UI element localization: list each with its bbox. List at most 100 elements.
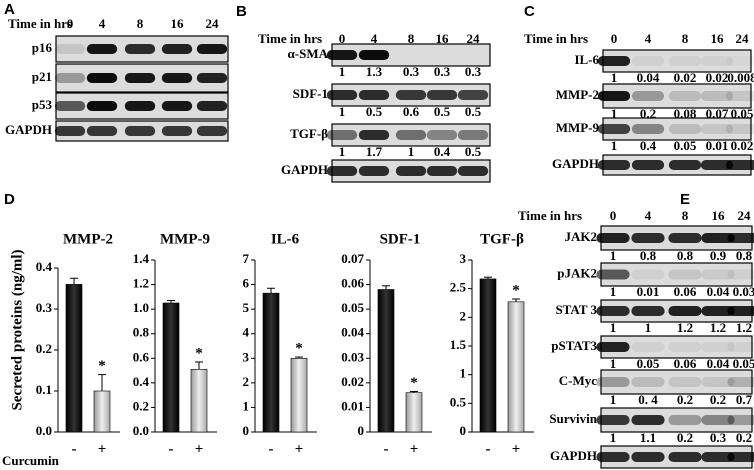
y-tick-label: 4	[243, 325, 250, 340]
y-tick-label: 0.06	[341, 276, 364, 291]
row-label: GAPDH	[281, 162, 328, 177]
band	[196, 101, 228, 111]
time-point: 16	[171, 16, 185, 31]
band	[597, 91, 631, 101]
band	[597, 56, 631, 66]
band	[597, 124, 631, 134]
time-point: 8	[682, 208, 689, 223]
time-point: 8	[137, 16, 144, 31]
y-tick-label: 1.0	[133, 300, 149, 315]
band	[326, 166, 358, 176]
quantification: 1	[610, 430, 617, 445]
quantification: 0.06	[674, 356, 697, 371]
band	[457, 90, 489, 100]
band	[631, 269, 665, 280]
band	[727, 342, 754, 352]
band	[161, 101, 193, 111]
quantification: 0.008	[727, 70, 754, 85]
band	[124, 126, 156, 136]
quantification: 0.01	[706, 138, 729, 153]
band	[426, 90, 458, 100]
chart-title: MMP-2	[63, 231, 113, 247]
x-axis-label: Curcumin	[2, 453, 60, 468]
time-point: 4	[645, 31, 652, 46]
quantification: 1	[610, 392, 617, 407]
time-point: 4	[371, 31, 378, 46]
bar	[93, 390, 111, 433]
y-tick-label: 6	[243, 276, 250, 291]
y-tick-label: 0.05	[341, 300, 364, 315]
row-label: GAPDH	[5, 122, 52, 137]
band	[631, 306, 665, 316]
band	[358, 130, 390, 140]
band	[326, 90, 358, 100]
band	[668, 415, 702, 425]
category-label: -	[269, 441, 274, 457]
quantification: 0.2	[736, 430, 752, 445]
row-label: C-Myc	[559, 373, 597, 388]
band	[596, 269, 630, 280]
y-tick-label: 2	[460, 308, 467, 323]
band	[631, 91, 665, 101]
quantification: 1	[339, 104, 346, 119]
band	[668, 342, 702, 352]
panel-label: A	[4, 1, 15, 18]
row-label: SDF-1	[293, 86, 328, 101]
band	[631, 124, 665, 134]
band	[700, 124, 734, 134]
band	[631, 377, 665, 387]
row-label: pJAK2	[557, 265, 597, 280]
row-label: MMP-2	[556, 87, 599, 102]
band	[668, 377, 702, 387]
band	[86, 73, 118, 83]
quantification: 0.04	[637, 70, 660, 85]
panel-label: C	[524, 3, 535, 20]
y-tick-label: 0.07	[341, 251, 364, 266]
band	[668, 452, 702, 462]
time-point: 16	[711, 31, 725, 46]
quantification: 0.05	[674, 138, 697, 153]
significance: *	[512, 282, 520, 298]
chart-title: TGF-β	[480, 231, 524, 247]
band	[86, 126, 118, 136]
band	[701, 452, 735, 462]
band	[596, 233, 630, 243]
category-label: -	[72, 441, 77, 457]
quantification: 0.5	[465, 144, 482, 159]
quantification: 0.03	[733, 284, 754, 299]
band	[725, 91, 754, 101]
category-label: +	[512, 441, 521, 457]
quantification: 1	[610, 248, 617, 263]
band	[54, 73, 86, 83]
y-tick-label: 1.2	[133, 276, 149, 291]
quantification: 1	[610, 284, 617, 299]
quantification: 0.2	[640, 106, 656, 121]
significance: *	[98, 358, 106, 374]
time-label: Time in hrs	[518, 208, 582, 223]
time-point: 0	[67, 16, 74, 31]
significance: *	[410, 375, 418, 391]
band	[700, 56, 734, 66]
row-label: IL-6	[574, 52, 599, 67]
band	[395, 166, 427, 176]
y-tick-label: 1	[460, 366, 467, 381]
bar	[290, 357, 308, 433]
category-label: -	[169, 441, 174, 457]
quantification: 0.4	[640, 138, 657, 153]
quantification: 0.8	[677, 248, 694, 263]
quantification: 0.3	[710, 430, 727, 445]
y-tick-label: 7	[243, 251, 250, 266]
time-label: Time in hrs	[524, 31, 588, 46]
time-point: 0	[611, 31, 618, 46]
band	[701, 415, 735, 425]
time-point: 4	[645, 208, 652, 223]
panel-label: B	[236, 3, 247, 20]
band	[668, 91, 702, 101]
band	[86, 101, 118, 111]
band	[54, 126, 86, 136]
y-tick-label: 1.4	[133, 251, 150, 266]
chart-title: MMP-9	[160, 231, 210, 247]
y-tick-label: 0.8	[133, 325, 150, 340]
band	[701, 306, 735, 316]
